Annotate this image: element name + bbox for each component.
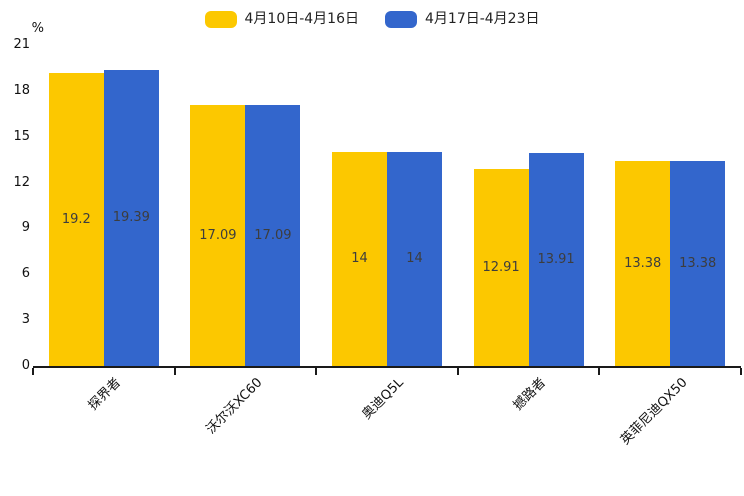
x-axis-tick <box>740 368 742 375</box>
legend-marker-week1-icon <box>204 10 237 28</box>
x-axis-tick <box>598 368 601 375</box>
y-tick-label: 15 <box>13 128 30 144</box>
y-tick-label: 12 <box>13 174 30 190</box>
y-axis-unit-label: % <box>31 21 44 36</box>
bar-4月17日-4月23日-奥迪Q5L[interactable] <box>387 152 442 366</box>
x-axis-tick <box>315 368 318 375</box>
x-tick-label-奥迪Q5L: 奥迪Q5L <box>359 375 407 423</box>
legend-label-week1: 4月10日-4月16日 <box>244 11 360 27</box>
legend-marker-week2-icon <box>385 10 417 28</box>
bar-4月10日-4月16日-奥迪Q5L[interactable] <box>332 152 387 366</box>
x-axis-tick <box>173 368 176 375</box>
x-tick-label-撼路者: 撼路者 <box>510 375 549 414</box>
bar-4月17日-4月23日-沃尔沃XC60[interactable] <box>245 104 301 366</box>
bar-4月10日-4月16日-沃尔沃XC60[interactable] <box>190 104 246 366</box>
x-tick-label-沃尔沃XC60: 沃尔沃XC60 <box>203 375 266 438</box>
legend-item-week2[interactable]: 4月17日-4月23日 <box>385 10 540 28</box>
y-tick-label: 6 <box>21 266 30 282</box>
bar-4月10日-4月16日-撼路者[interactable] <box>473 168 529 366</box>
x-axis-line <box>33 366 741 368</box>
x-tick-label-英菲尼迪QX50: 英菲尼迪QX50 <box>617 375 691 448</box>
x-tick-label-探界者: 探界者 <box>85 375 124 414</box>
legend-item-week1[interactable]: 4月10日-4月16日 <box>204 10 360 28</box>
legend: 4月10日-4月16日 4月17日-4月23日 <box>0 8 744 30</box>
y-tick-label: 9 <box>21 220 30 236</box>
y-tick-label: 18 <box>13 82 30 98</box>
legend-label-week2: 4月17日-4月23日 <box>425 11 540 27</box>
y-tick-label: 0 <box>21 358 30 373</box>
y-tick-label: 21 <box>13 37 30 52</box>
x-axis-tick <box>32 368 34 375</box>
x-axis-tick <box>456 368 459 375</box>
bar-4月17日-4月23日-探界者[interactable] <box>103 69 159 366</box>
y-tick-label: 3 <box>21 312 30 328</box>
bar-4月10日-4月16日-探界者[interactable] <box>48 72 104 366</box>
bar-4月10日-4月16日-英菲尼迪QX50[interactable] <box>615 161 671 366</box>
bar-4月17日-4月23日-撼路者[interactable] <box>528 153 584 366</box>
bar-4月17日-4月23日-英菲尼迪QX50[interactable] <box>670 161 726 366</box>
